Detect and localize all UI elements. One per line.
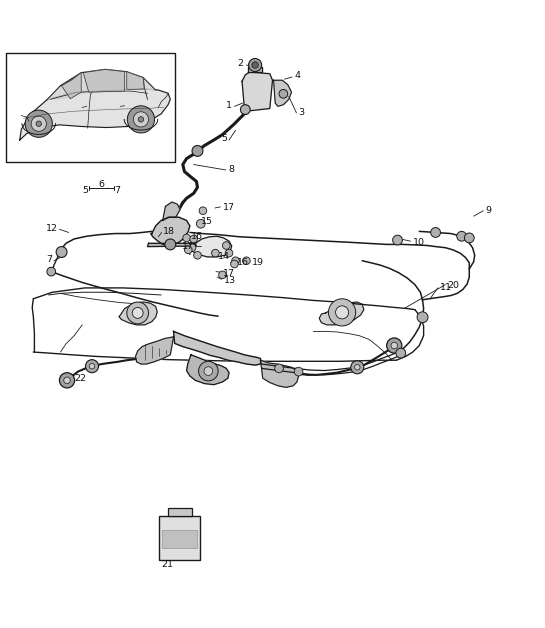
Circle shape <box>128 106 155 133</box>
Circle shape <box>183 234 190 242</box>
Text: 14: 14 <box>218 252 230 261</box>
Circle shape <box>219 271 226 279</box>
Circle shape <box>199 207 207 215</box>
Text: 16: 16 <box>191 232 203 241</box>
Circle shape <box>240 105 250 114</box>
Circle shape <box>249 58 262 72</box>
Polygon shape <box>187 236 232 257</box>
Circle shape <box>36 121 41 126</box>
Text: 5: 5 <box>221 134 227 143</box>
Text: 20: 20 <box>447 281 459 290</box>
Polygon shape <box>319 302 364 325</box>
Polygon shape <box>83 69 125 92</box>
Text: 1: 1 <box>226 100 232 110</box>
Circle shape <box>132 308 143 318</box>
Polygon shape <box>119 302 158 325</box>
Circle shape <box>431 227 440 237</box>
Circle shape <box>392 235 402 245</box>
Bar <box>6 53 174 162</box>
Circle shape <box>336 306 349 319</box>
Text: 18: 18 <box>163 227 175 236</box>
Circle shape <box>190 235 197 243</box>
Circle shape <box>225 249 233 257</box>
Polygon shape <box>242 72 272 111</box>
Polygon shape <box>47 69 156 100</box>
Circle shape <box>47 268 56 276</box>
Circle shape <box>329 299 356 326</box>
Circle shape <box>192 146 203 156</box>
Text: 7: 7 <box>114 185 120 195</box>
Circle shape <box>252 62 258 68</box>
Circle shape <box>386 338 402 353</box>
Circle shape <box>89 364 95 369</box>
Circle shape <box>351 360 364 374</box>
Circle shape <box>231 260 238 268</box>
Circle shape <box>134 112 149 127</box>
Bar <box>160 516 200 560</box>
Bar <box>162 531 197 548</box>
Circle shape <box>165 239 175 250</box>
Circle shape <box>391 342 397 349</box>
Text: 7: 7 <box>46 255 52 264</box>
Circle shape <box>86 360 99 372</box>
Circle shape <box>184 246 192 254</box>
Polygon shape <box>127 72 144 89</box>
Bar <box>167 507 192 516</box>
Circle shape <box>232 257 239 264</box>
Circle shape <box>457 231 467 241</box>
Circle shape <box>222 242 230 249</box>
Text: 10: 10 <box>413 238 425 247</box>
Text: 19: 19 <box>252 258 264 267</box>
Circle shape <box>275 364 283 372</box>
Text: 17: 17 <box>182 242 194 251</box>
Text: 2: 2 <box>237 60 243 68</box>
Text: 3: 3 <box>299 109 305 117</box>
Circle shape <box>198 361 218 381</box>
Circle shape <box>294 367 303 376</box>
Circle shape <box>204 367 213 376</box>
Text: 16: 16 <box>237 258 249 268</box>
Circle shape <box>243 257 250 264</box>
Polygon shape <box>20 89 170 140</box>
Text: 13: 13 <box>223 276 235 284</box>
Text: 15: 15 <box>201 217 213 226</box>
Polygon shape <box>274 80 292 106</box>
Polygon shape <box>163 202 180 220</box>
Text: 17: 17 <box>222 269 234 278</box>
Circle shape <box>196 219 205 228</box>
Text: 12: 12 <box>46 224 58 232</box>
Polygon shape <box>261 360 299 387</box>
Polygon shape <box>136 337 173 364</box>
Polygon shape <box>62 73 81 99</box>
Text: 8: 8 <box>228 165 234 174</box>
Circle shape <box>64 377 70 384</box>
Circle shape <box>355 365 360 370</box>
Polygon shape <box>148 243 196 247</box>
Circle shape <box>396 349 405 358</box>
Text: 6: 6 <box>98 180 104 189</box>
Text: 11: 11 <box>440 283 452 293</box>
Text: 9: 9 <box>486 206 492 215</box>
Circle shape <box>417 312 428 323</box>
Circle shape <box>127 302 149 324</box>
Polygon shape <box>248 67 262 72</box>
Circle shape <box>193 251 201 259</box>
Circle shape <box>188 244 196 251</box>
Polygon shape <box>151 217 190 246</box>
Circle shape <box>138 117 144 122</box>
Circle shape <box>25 110 52 138</box>
Circle shape <box>279 89 288 98</box>
Circle shape <box>56 247 67 257</box>
Polygon shape <box>173 332 261 365</box>
Text: 17: 17 <box>222 203 234 212</box>
Text: 4: 4 <box>294 72 300 80</box>
Circle shape <box>59 372 75 388</box>
Text: 5: 5 <box>82 185 88 195</box>
Circle shape <box>211 249 219 257</box>
Text: 22: 22 <box>75 374 87 382</box>
Polygon shape <box>186 355 229 385</box>
Circle shape <box>31 116 46 131</box>
Text: 21: 21 <box>162 560 174 568</box>
Circle shape <box>464 233 474 243</box>
